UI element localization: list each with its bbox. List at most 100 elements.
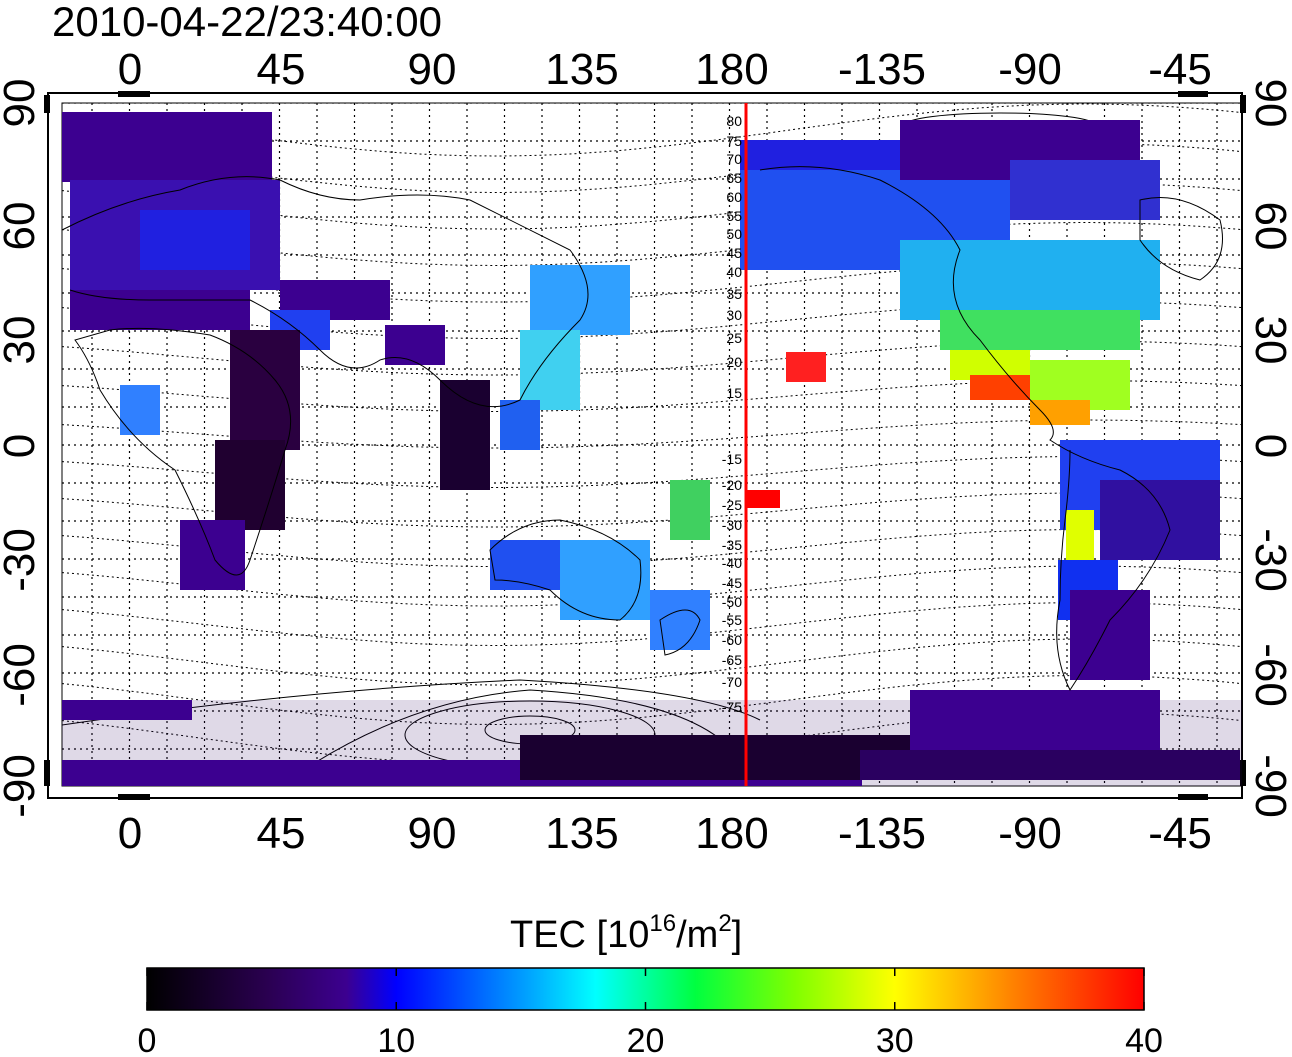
longitude-tick-label: -45	[1148, 45, 1212, 94]
contour-label: 55	[726, 208, 742, 224]
tec-patch-philippines	[500, 400, 540, 450]
longitude-tick-label: 135	[545, 45, 618, 94]
tec-patch-hawaii	[786, 352, 826, 382]
latitude-tick-label: -90	[0, 754, 44, 818]
tec-patch-china-coast	[520, 330, 580, 410]
longitude-tick-label: -90	[998, 809, 1062, 858]
colorbar-ticks	[146, 968, 1145, 1010]
contour-label: 60	[726, 189, 742, 205]
latitude-tick-label: 90	[1246, 79, 1292, 128]
contour-label: 50	[726, 226, 742, 242]
contour-label: -60	[722, 632, 742, 648]
longitude-tick-label: 0	[118, 809, 142, 858]
tec-patch-new-zealand	[650, 590, 710, 650]
longitude-tick-label: -135	[838, 809, 926, 858]
tec-patch-e-australia	[560, 540, 650, 620]
longitude-tick-label: 45	[257, 45, 306, 94]
contour-labels: 80 75 70 65 60 55 50 45 40 35 30 25 20 15 -15 -20 -25 -30…	[722, 113, 742, 715]
magnetic-contour-line	[62, 492, 1242, 528]
longitude-tick-label: -135	[838, 45, 926, 94]
contour-label: -75	[722, 699, 742, 715]
contour-label: 30	[726, 307, 742, 323]
longitude-tick-label: 90	[408, 809, 457, 858]
contour-label: 45	[726, 245, 742, 261]
contour-label: -15	[722, 451, 742, 467]
tec-patch-antarctic-strip	[62, 700, 192, 720]
contour-label: -70	[722, 674, 742, 690]
tec-patch-europe-core	[140, 210, 250, 270]
latitude-tick-label: 0	[1246, 434, 1292, 458]
tec-patch-gulf	[940, 310, 1140, 350]
longitude-tick-label: 180	[695, 45, 768, 94]
latitude-tick-label: 90	[0, 79, 44, 128]
longitude-tick-label: 0	[118, 45, 142, 94]
bottom-longitude-labels: 0 45 90 135 180 -135 -90 -45	[118, 809, 1212, 858]
tec-patch-greenland	[1010, 160, 1160, 220]
magnetic-contour-line	[62, 455, 1242, 488]
longitude-tick-label: 45	[257, 809, 306, 858]
latitude-tick-label: 60	[1246, 202, 1292, 251]
right-latitude-labels: 90 60 30 0 -30 -60 -90	[1246, 79, 1292, 818]
tec-patch-argentina	[1070, 590, 1150, 680]
contour-label: -30	[722, 517, 742, 533]
tec-patch-usa	[900, 240, 1160, 320]
latitude-tick-label: 0	[0, 434, 44, 458]
contour-label: 40	[726, 264, 742, 280]
latitude-tick-label: 30	[1246, 316, 1292, 365]
longitude-tick-label: 90	[408, 45, 457, 94]
tec-patch-europe-north	[62, 112, 272, 182]
contour-label: -45	[722, 575, 742, 591]
latitude-tick-label: -90	[1246, 754, 1292, 818]
contour-label: 20	[726, 354, 742, 370]
tec-patch-caribbean-south	[1030, 400, 1090, 425]
tec-patch-tibet	[385, 325, 445, 365]
longitude-tick-label: 135	[545, 809, 618, 858]
tec-patch-s-africa	[180, 520, 245, 590]
tec-patch-central-america	[970, 375, 1040, 400]
tec-patch-samoa	[745, 490, 780, 508]
latitude-tick-label: -30	[1246, 528, 1292, 592]
magnetic-contour-line	[62, 419, 1242, 449]
colorbar-tick-label: 30	[876, 1022, 914, 1057]
contour-label: -25	[722, 497, 742, 513]
colorbar-tick-label: 40	[1125, 1022, 1163, 1057]
latitude-tick-label: 60	[0, 202, 44, 251]
frame-tick-bars	[44, 91, 1246, 800]
coastlines	[62, 166, 1223, 691]
contour-label: 65	[726, 170, 742, 186]
longitude-tick-label: -90	[998, 45, 1062, 94]
latitude-tick-label: 30	[0, 316, 44, 365]
tec-patch-se-asia	[440, 380, 490, 490]
contour-label: -35	[722, 537, 742, 553]
tec-patch-brazil	[1100, 480, 1220, 560]
left-latitude-labels: 90 60 30 0 -30 -60 -90	[0, 79, 44, 818]
contour-label: 25	[726, 330, 742, 346]
contour-label: -55	[722, 612, 742, 628]
colorbar-tick-label: 10	[377, 1022, 415, 1057]
tec-patch-antarctica-dark	[520, 735, 920, 780]
tec-patch-w-africa	[120, 385, 160, 435]
colorbar-tick-labels: 0 10 20 30 40	[138, 1022, 1163, 1057]
contour-label: -50	[722, 594, 742, 610]
contour-label: 70	[726, 151, 742, 167]
tec-patch-antarctica-east	[860, 750, 1240, 780]
contour-label: -40	[722, 555, 742, 571]
contour-label: 75	[726, 133, 742, 149]
contour-label: -65	[722, 652, 742, 668]
tec-patch-andes	[1066, 510, 1094, 560]
tec-patches-north	[62, 112, 1160, 590]
timestamp-title: 2010-04-22/23:40:00	[52, 0, 442, 45]
magnetic-contour-line	[62, 528, 1242, 567]
colorbar-tick-label: 0	[138, 1022, 157, 1057]
longitude-tick-label: 180	[695, 809, 768, 858]
tec-patches-south	[62, 440, 1242, 786]
contour-label: 15	[726, 385, 742, 401]
magnetic-contour-line	[62, 221, 1242, 267]
tec-patch-fiji	[670, 480, 710, 540]
tec-patch-africa-east	[230, 330, 300, 450]
contour-label: 35	[726, 286, 742, 302]
longitude-tick-label: -45	[1148, 809, 1212, 858]
contour-label: 80	[726, 113, 742, 129]
latitude-tick-label: -60	[0, 643, 44, 707]
